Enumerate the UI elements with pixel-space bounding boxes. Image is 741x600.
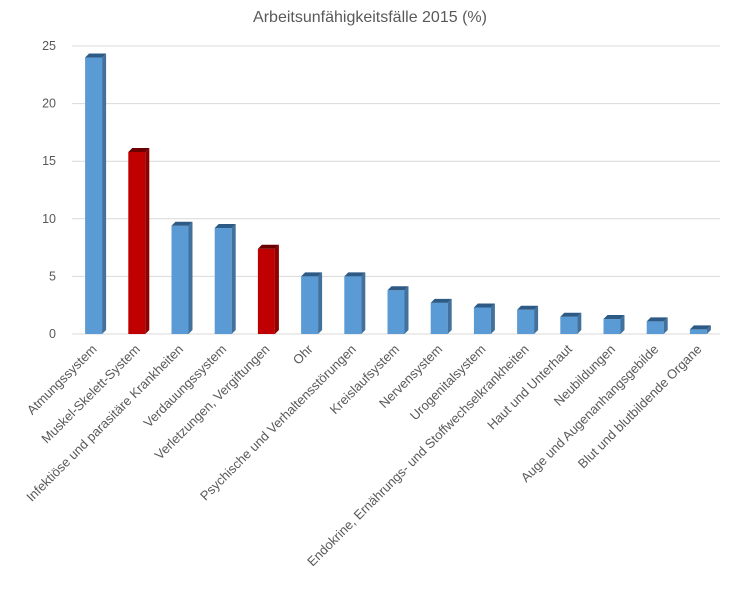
bar-top	[301, 272, 323, 277]
bar-front	[344, 276, 362, 334]
bar-side	[188, 221, 193, 334]
bar	[603, 315, 625, 334]
bar-side	[534, 305, 539, 334]
bar-front	[689, 329, 707, 334]
bar-side	[231, 224, 236, 334]
bar-top	[430, 298, 452, 303]
bar-side	[274, 244, 279, 334]
bar-front	[257, 248, 275, 334]
bar-side	[577, 312, 582, 334]
bar-front	[128, 151, 146, 334]
bar	[430, 298, 452, 334]
x-category-label: Verdauungssystem	[141, 342, 230, 431]
chart-title: Arbeitsunfähigkeitsfälle 2015 (%)	[253, 9, 487, 26]
bar	[214, 224, 236, 334]
bar-top	[473, 303, 495, 308]
bar-side	[361, 272, 366, 334]
bar-top	[214, 224, 236, 229]
bar-front	[430, 302, 448, 334]
y-tick-label: 25	[42, 39, 56, 53]
bar-side	[404, 286, 409, 334]
x-category-label: Psychische und Verhaltensstörungen	[197, 342, 359, 504]
bar-front	[646, 321, 664, 334]
bar	[560, 312, 582, 334]
bar-side	[145, 147, 150, 334]
bar-top	[387, 286, 409, 291]
bar-front	[387, 290, 405, 334]
bar	[171, 221, 193, 334]
bar-top	[517, 305, 539, 310]
y-tick-label: 10	[42, 212, 56, 226]
bar-front	[517, 309, 535, 334]
bar-top	[344, 272, 366, 277]
y-axis: 0 5 10 15 20 25	[42, 39, 56, 341]
bar	[473, 303, 495, 334]
bar-top	[689, 325, 711, 330]
bar-front	[85, 57, 103, 335]
bar-front	[560, 316, 578, 334]
x-category-label: Infektiöse und parasitäre Krankheiten	[23, 342, 186, 505]
bar	[344, 272, 366, 334]
bar-top	[603, 315, 625, 320]
bar	[257, 244, 279, 334]
bar-front	[603, 319, 621, 334]
y-tick-label: 20	[42, 97, 56, 111]
bar	[689, 325, 711, 334]
bar-side	[447, 298, 452, 334]
bar-top	[560, 312, 582, 317]
bar-side	[490, 303, 495, 334]
bar	[128, 147, 150, 334]
bar-front	[473, 307, 491, 334]
bar-top	[85, 53, 107, 58]
bars	[85, 53, 711, 335]
bar	[387, 286, 409, 334]
y-tick-label: 5	[49, 269, 56, 283]
x-category-label: Urogenitalsystem	[407, 342, 489, 424]
bar-top	[171, 221, 193, 226]
y-tick-label: 0	[49, 327, 56, 341]
bar-side	[318, 272, 323, 334]
bar-side	[706, 325, 711, 334]
bar-top	[646, 317, 668, 322]
x-axis-labels: AtmungssystemMuskel-Skelett-SystemInfekt…	[23, 341, 704, 569]
bar	[85, 53, 107, 335]
x-category-label: Ohr	[290, 341, 316, 367]
bar-side	[102, 53, 107, 335]
bar-front	[214, 228, 232, 334]
bar	[517, 305, 539, 334]
bar-side	[663, 317, 668, 334]
bar-front	[301, 276, 319, 334]
bar-side	[620, 315, 625, 334]
bar-front	[171, 225, 189, 334]
bar-top	[128, 147, 150, 152]
bar-top	[257, 244, 279, 249]
bar	[301, 272, 323, 334]
bar	[646, 317, 668, 334]
y-tick-label: 15	[42, 154, 56, 168]
